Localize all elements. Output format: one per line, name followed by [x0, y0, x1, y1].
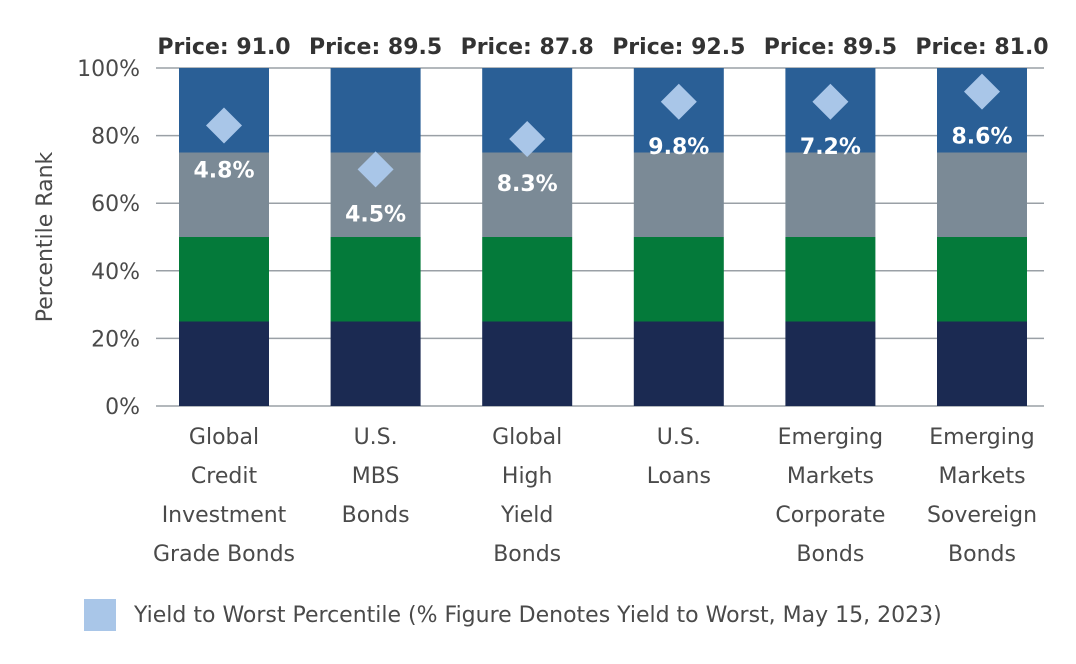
- yield-label: 9.8%: [648, 135, 709, 160]
- category-label: U.S. MBS Bonds: [342, 425, 410, 528]
- yield-label: 7.2%: [800, 135, 861, 160]
- bar-segment: [633, 321, 724, 406]
- yield-marker: [812, 83, 849, 120]
- legend-label: Yield to Worst Percentile (% Figure Deno…: [134, 602, 942, 628]
- yield-marker: [660, 83, 697, 120]
- bar-segment: [482, 152, 573, 237]
- category-label: Global High Yield Bonds: [492, 425, 562, 567]
- y-tick-label: 40%: [91, 260, 140, 285]
- yield-marker: [357, 151, 394, 188]
- y-tick-label: 0%: [105, 395, 140, 420]
- price-label: Price: 92.5: [612, 35, 745, 60]
- bar-segment: [179, 152, 269, 237]
- bar-segment: [330, 237, 421, 322]
- y-tick-label: 80%: [91, 125, 140, 150]
- bar-segment: [785, 152, 876, 237]
- category-label: Global Credit Investment Grade Bonds: [153, 425, 295, 567]
- bar-segment: [937, 237, 1027, 322]
- price-label: Price: 91.0: [157, 35, 290, 60]
- category-label: U.S. Loans: [647, 425, 711, 489]
- yield-marker: [509, 120, 546, 157]
- y-tick-label: 20%: [91, 327, 140, 352]
- legend-swatch: [84, 599, 116, 631]
- bar-segment: [179, 237, 269, 322]
- bar-segment: [785, 321, 876, 406]
- bar-segment: [633, 152, 724, 237]
- yield-marker: [964, 73, 1000, 110]
- legend: Yield to Worst Percentile (% Figure Deno…: [84, 598, 942, 632]
- bar-segment: [482, 237, 573, 322]
- bar-segment: [330, 321, 421, 406]
- yield-label: 8.6%: [951, 125, 1012, 150]
- yield-label: 4.8%: [193, 158, 254, 183]
- y-tick-label: 60%: [91, 192, 140, 217]
- price-label: Price: 89.5: [764, 35, 897, 60]
- y-axis-title: Percentile Rank: [33, 151, 58, 322]
- category-label: Emerging Markets Corporate Bonds: [775, 425, 885, 567]
- price-label: Price: 87.8: [461, 35, 594, 60]
- bar-segment: [937, 321, 1027, 406]
- bar-segment: [633, 237, 724, 322]
- bar-segment: [482, 321, 573, 406]
- category-label: Emerging Markets Sovereign Bonds: [927, 425, 1037, 567]
- bar-segment: [179, 321, 269, 406]
- yield-label: 8.3%: [497, 172, 558, 197]
- y-tick-label: 100%: [77, 57, 140, 82]
- bar-segment: [330, 68, 421, 153]
- price-label: Price: 81.0: [915, 35, 1048, 60]
- price-label: Price: 89.5: [309, 35, 442, 60]
- yield-marker: [206, 107, 242, 144]
- yield-label: 4.5%: [345, 202, 406, 227]
- bar-segment: [785, 237, 876, 322]
- bar-segment: [937, 152, 1027, 237]
